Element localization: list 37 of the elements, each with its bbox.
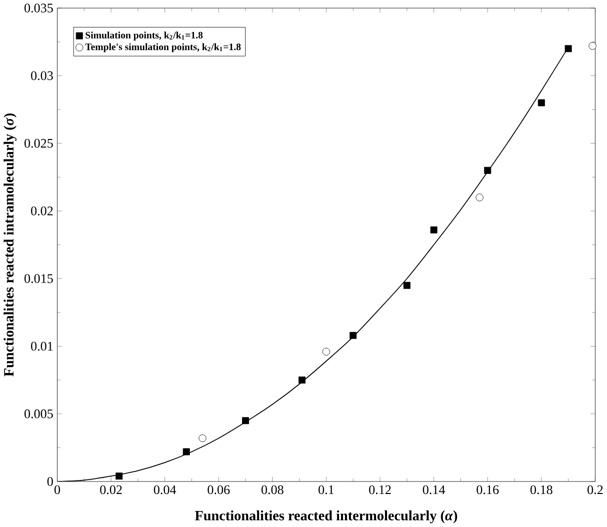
point [588,42,596,50]
y-tick-label: 0.005 [24,409,53,418]
point [298,376,306,384]
x-tick-label: 0.14 [422,485,446,494]
point [322,348,330,356]
y-tick-label: 0.02 [31,206,53,216]
point [182,448,190,456]
x-tick-label: 0.12 [369,485,391,494]
legend-label: Temple's simulation points, k$_{2}$/k$_{1}$=1.8 [85,43,241,52]
point [538,99,545,106]
point [350,332,357,339]
point [430,226,438,234]
y-tick-label: 0.03 [31,71,53,80]
y-tick-label: 0.025 [24,138,53,148]
point [564,45,572,52]
y-tick-label: 0.01 [31,342,53,351]
point [476,194,484,202]
legend-label: Simulation points, k$_{2}$/k$_{1}$=1.8 [86,32,203,40]
x-tick-label: 0.16 [476,485,499,494]
y-axis-title: Functionalities reacted intramolecularly (σ) [4,114,17,376]
x-tick-label: 0.2 [588,485,603,494]
x-tick-label: 0.06 [208,485,230,494]
y-tick-label: 0.035 [24,4,53,13]
x-tick-label: 0.18 [530,485,552,494]
point [484,166,492,174]
x-tick-label: 0.02 [100,485,122,494]
x-tick-label: 0.1 [318,485,334,494]
point [116,472,123,480]
point [242,417,250,424]
x-tick-label: 0 [54,485,60,494]
x-tick-label: 0.04 [154,485,176,494]
x-axis-title: Functionalities reacted intermolecularly (α) [194,510,458,524]
point [198,434,206,442]
point [403,282,410,289]
x-tick-label: 0.08 [261,485,284,494]
y-tick-label: 0 [47,477,53,486]
y-tick-label: 0.015 [24,274,53,284]
